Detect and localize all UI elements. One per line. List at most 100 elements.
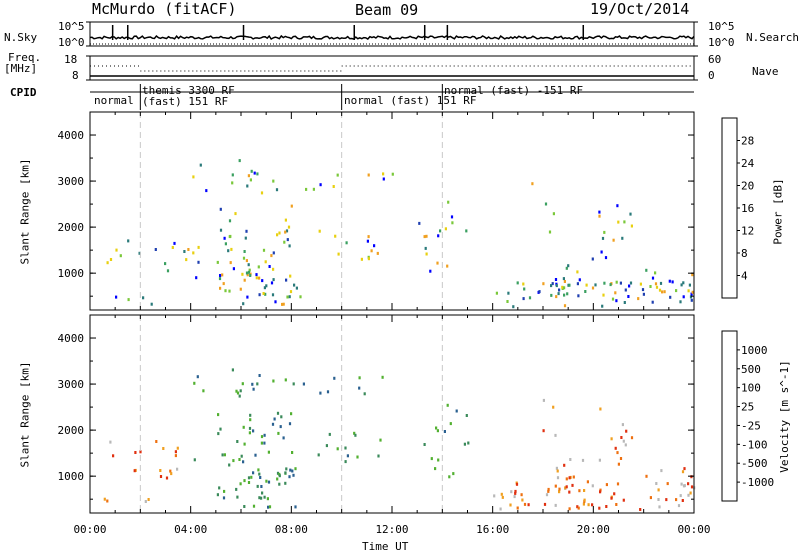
echo-cell [446, 264, 449, 268]
echo-cell [542, 398, 545, 402]
echo-cell [263, 286, 266, 290]
echo-cell [558, 288, 561, 292]
nsky-label: N.Sky [4, 31, 38, 44]
echo-cell [333, 376, 336, 380]
echo-cell [230, 247, 233, 251]
echo-cell [248, 431, 251, 435]
nsky-strip-frame [89, 21, 695, 47]
nsearch-tick-bottom: 10^0 [708, 36, 735, 49]
echo-cell [202, 389, 205, 393]
echo-cell [425, 252, 428, 256]
echo-cell [619, 281, 622, 285]
echo-cell [173, 241, 176, 245]
echo-cell [103, 497, 106, 501]
x-tick-label: 04:00 [174, 523, 207, 536]
colorbar-tick-label: 28 [741, 135, 754, 148]
echo-cell [235, 487, 238, 491]
echo-cell [232, 267, 235, 271]
echo-cell [659, 281, 663, 285]
colorbar-frame [721, 330, 738, 502]
echo-cell [319, 183, 322, 187]
echo-cell [677, 504, 681, 508]
echo-cell [248, 268, 251, 272]
echo-cell [581, 458, 585, 462]
echo-cell [565, 485, 568, 489]
colorbar-tick-label: 25 [741, 401, 754, 414]
echo-cell [291, 451, 294, 454]
echo-cell [493, 494, 496, 498]
echo-cell [295, 286, 298, 290]
echo-cell [280, 415, 283, 419]
echo-cell [455, 409, 458, 413]
freq-unit: [MHz] [4, 62, 38, 75]
echo-cell [170, 472, 173, 476]
echo-cell [545, 493, 549, 497]
echo-cell [565, 477, 568, 481]
echo-cell [305, 187, 308, 191]
echo-cell [568, 283, 571, 287]
echo-cell [373, 244, 376, 248]
colorbar-tick-label: 500 [741, 363, 761, 376]
echo-cell [294, 467, 297, 471]
panel-bg [90, 112, 694, 310]
echo-cell [649, 285, 652, 288]
echo-cell [257, 468, 260, 472]
echo-cell [162, 447, 165, 450]
echo-cell [556, 476, 560, 480]
echo-cell [283, 240, 286, 244]
echo-cell [360, 257, 363, 261]
echo-cell [266, 497, 269, 501]
echo-cell [543, 502, 547, 506]
echo-cell [336, 173, 339, 177]
echo-cell [639, 508, 642, 511]
echo-cell [228, 235, 231, 239]
echo-cell [523, 287, 526, 291]
echo-cell [229, 261, 232, 265]
echo-cell [444, 227, 447, 231]
echo-cell [614, 291, 617, 295]
echo-cell [159, 475, 163, 478]
y-tick-label: 4000 [58, 332, 85, 345]
echo-cell [610, 437, 613, 441]
echo-cell [282, 436, 285, 440]
echo-cell [599, 490, 602, 494]
colorbar-tick-label: 100 [741, 382, 761, 395]
station-title: McMurdo (fitACF) [92, 0, 237, 18]
echo-cell [288, 244, 291, 248]
echo-cell [228, 219, 232, 223]
echo-cell [658, 505, 661, 509]
echo-cell [272, 379, 275, 383]
echo-cell [249, 413, 252, 417]
echo-cell [666, 482, 669, 486]
echo-cell [224, 289, 227, 293]
echo-cell [522, 297, 525, 301]
echo-cell [197, 245, 200, 249]
echo-cell [572, 475, 575, 479]
echo-cell [363, 392, 366, 396]
y-tick-label: 3000 [58, 175, 85, 188]
echo-cell [127, 298, 130, 302]
echo-cell [251, 382, 254, 386]
echo-cell [288, 475, 291, 479]
echo-cell [630, 224, 633, 228]
echo-cell [528, 296, 532, 300]
echo-cell [583, 498, 586, 502]
echo-cell [239, 287, 242, 291]
echo-cell [600, 250, 603, 254]
echo-cell [562, 277, 565, 281]
echo-cell [576, 282, 579, 286]
echo-cell [567, 264, 570, 268]
echo-cell [554, 484, 557, 488]
echo-cell [272, 267, 275, 271]
echo-cell [649, 496, 652, 500]
echo-cell [252, 471, 255, 475]
echo-cell [252, 504, 256, 508]
echo-cell [287, 225, 291, 229]
echo-cell [284, 218, 287, 222]
echo-cell [245, 259, 248, 263]
echo-cell [513, 495, 516, 499]
echo-cell [681, 470, 685, 474]
echo-cell [249, 178, 252, 182]
echo-cell [556, 469, 559, 473]
echo-cell [243, 505, 246, 508]
